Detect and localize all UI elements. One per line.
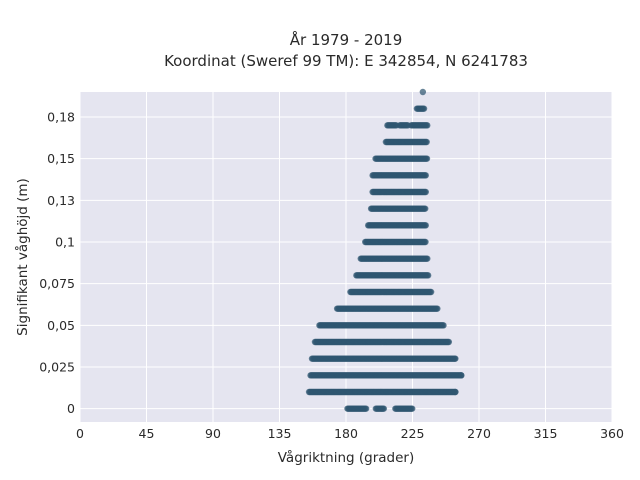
data-points xyxy=(305,88,465,412)
data-point xyxy=(424,272,432,279)
y-tick-label: 0,13 xyxy=(47,193,75,208)
data-point xyxy=(423,155,431,162)
x-tick-label: 135 xyxy=(268,426,292,441)
data-point xyxy=(445,338,453,346)
data-point xyxy=(380,405,388,412)
data-point xyxy=(434,305,441,312)
x-tick-label: 0 xyxy=(76,426,84,441)
chart-title: År 1979 - 2019 xyxy=(290,30,403,49)
data-point xyxy=(424,122,431,129)
y-axis-label: Signifikant våghöjd (m) xyxy=(14,178,31,336)
data-point xyxy=(409,405,416,412)
y-tick-label: 0,18 xyxy=(47,110,75,125)
x-tick-label: 270 xyxy=(467,426,491,441)
data-point xyxy=(422,205,429,212)
data-point xyxy=(419,88,427,96)
data-point xyxy=(422,172,429,179)
y-tick-label: 0,025 xyxy=(39,360,75,375)
data-point xyxy=(422,238,429,246)
chart-subtitle: Koordinat (Sweref 99 TM): E 342854, N 62… xyxy=(164,52,528,70)
data-point xyxy=(458,372,465,379)
x-tick-label: 45 xyxy=(139,426,155,441)
y-tick-label: 0,075 xyxy=(39,276,75,291)
data-point xyxy=(362,405,370,412)
x-tick-label: 315 xyxy=(534,426,558,441)
data-point xyxy=(420,105,428,112)
x-tick-label: 225 xyxy=(401,426,425,441)
data-point xyxy=(422,188,429,196)
x-axis-label: Vågriktning (grader) xyxy=(278,449,415,466)
data-point xyxy=(452,355,459,362)
y-tick-label: 0 xyxy=(67,401,75,416)
y-tick-label: 0,1 xyxy=(55,235,75,250)
data-point xyxy=(423,138,430,146)
x-tick-label: 360 xyxy=(600,426,624,441)
data-point xyxy=(440,322,447,329)
y-tick-label: 0,15 xyxy=(47,151,75,166)
x-tick-label: 90 xyxy=(205,426,221,441)
data-point xyxy=(424,255,431,262)
data-point xyxy=(422,222,429,229)
x-tick-label: 180 xyxy=(334,426,358,441)
data-point xyxy=(452,388,459,396)
y-tick-label: 0,05 xyxy=(47,318,75,333)
tick-labels: 0 45 90 135 180 225 270 315 360 0 0,025 0,05 0,075 0,… xyxy=(39,110,624,442)
data-point xyxy=(427,288,435,296)
